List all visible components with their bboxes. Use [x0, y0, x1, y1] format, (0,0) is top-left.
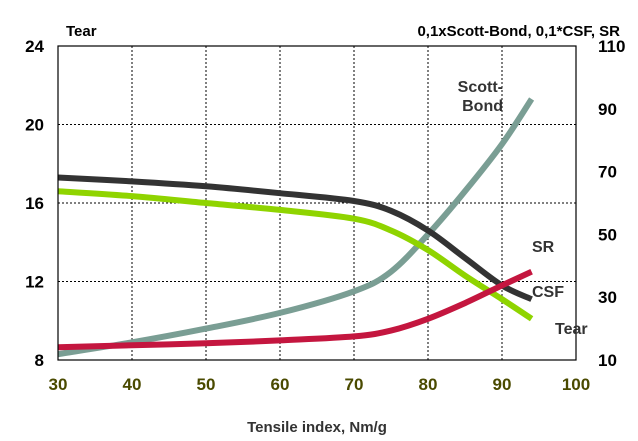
y-left-tick-label: 16	[25, 194, 44, 213]
y-left-tick-label: 20	[25, 116, 44, 135]
y-left-tick-label: 8	[35, 351, 44, 370]
right-axis-title: 0,1xScott-Bond, 0,1*CSF, SR	[417, 23, 620, 40]
grid	[58, 46, 576, 360]
x-tick-label: 80	[419, 375, 438, 394]
series-line-scott-bond	[57, 97, 535, 358]
x-tick-label: 60	[271, 375, 290, 394]
x-tick-label: 70	[345, 375, 364, 394]
series-label-csf: CSF	[532, 284, 564, 301]
y-right-tick-label: 50	[598, 225, 617, 244]
series-lines	[57, 97, 535, 358]
y-right-tick-label: 90	[598, 100, 617, 119]
series-label-scott-bond: Bond	[462, 98, 503, 115]
left-axis-title: Tear	[66, 23, 97, 40]
y-right-tick-label: 30	[598, 288, 617, 307]
series-label-tear: Tear	[555, 321, 588, 338]
series-label-sr: SR	[532, 239, 555, 256]
series-line-csf	[57, 174, 533, 302]
series-line-tear	[57, 188, 534, 322]
x-tick-label: 100	[562, 375, 590, 394]
x-tick-label: 40	[123, 375, 142, 394]
tick-labels: 30 40 50 60 70 80 90 100 8 12 16 20 24 10 30 50 70 90 110	[25, 37, 625, 394]
series-line-sr	[57, 268, 533, 351]
y-right-tick-label: 110	[598, 37, 625, 56]
x-tick-label: 50	[197, 375, 216, 394]
y-left-tick-label: 24	[25, 37, 44, 56]
y-left-tick-label: 12	[25, 273, 44, 292]
x-axis-title: Tensile index, Nm/g	[247, 419, 387, 436]
y-right-tick-label: 10	[598, 351, 617, 370]
series-labels: Tear CSF Scott- Bond SR	[458, 79, 588, 338]
series-label-scott-bond: Scott-	[458, 79, 503, 96]
y-right-tick-label: 70	[598, 163, 617, 182]
x-tick-label: 90	[493, 375, 512, 394]
plot-frame	[57, 45, 577, 361]
x-tick-label: 30	[49, 375, 68, 394]
